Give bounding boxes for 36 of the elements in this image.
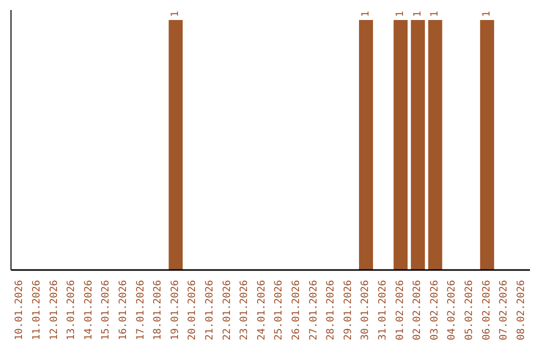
x-tick-label: 07.02.2026 <box>498 280 510 340</box>
data-label: 1 <box>395 10 406 17</box>
data-label: 1 <box>412 10 424 17</box>
x-tick-label: 12.01.2026 <box>48 280 60 340</box>
x-tick-label: 03.02.2026 <box>429 280 440 340</box>
x-tick-label: 23.01.2026 <box>239 280 250 340</box>
x-tick-label: 13.01.2026 <box>66 280 78 340</box>
x-tick-label: 10.01.2026 <box>14 280 26 340</box>
x-tick-label: 01.02.2026 <box>394 280 406 340</box>
x-tick-label: 20.01.2026 <box>187 280 198 340</box>
x-tick-label: 29.01.2026 <box>342 280 354 340</box>
x-tick-label: 04.02.2026 <box>446 280 458 340</box>
x-tick-label: 26.01.2026 <box>290 280 302 340</box>
x-tick-label: 22.01.2026 <box>222 280 233 340</box>
data-label: 1 <box>170 10 182 17</box>
x-tick-label: 18.01.2026 <box>152 280 164 340</box>
x-tick-label: 27.01.2026 <box>308 280 320 340</box>
x-tick-label: 16.01.2026 <box>118 280 129 340</box>
x-tick-label: 28.01.2026 <box>326 280 337 340</box>
x-tick-label: 25.01.2026 <box>274 280 285 340</box>
x-tick-label: 02.02.2026 <box>412 280 424 340</box>
x-tick-label: 08.02.2026 <box>516 280 527 340</box>
x-tick-label: 14.01.2026 <box>83 280 94 340</box>
x-tick-label: 06.02.2026 <box>481 280 492 340</box>
x-tick-label: 21.01.2026 <box>204 280 216 340</box>
data-label: 1 <box>360 10 372 17</box>
x-tick-label: 17.01.2026 <box>135 280 146 340</box>
x-tick-label: 30.01.2026 <box>360 280 372 340</box>
data-label: 1 <box>430 10 441 17</box>
x-tick-label: 05.02.2026 <box>464 280 475 340</box>
x-tick-label: 31.01.2026 <box>377 280 388 340</box>
x-tick-label: 24.01.2026 <box>256 280 268 340</box>
data-label: 1 <box>482 10 493 17</box>
x-tick-label: 11.01.2026 <box>31 280 42 340</box>
x-tick-label: 19.01.2026 <box>170 280 181 340</box>
x-tick-label: 15.01.2026 <box>100 280 112 340</box>
